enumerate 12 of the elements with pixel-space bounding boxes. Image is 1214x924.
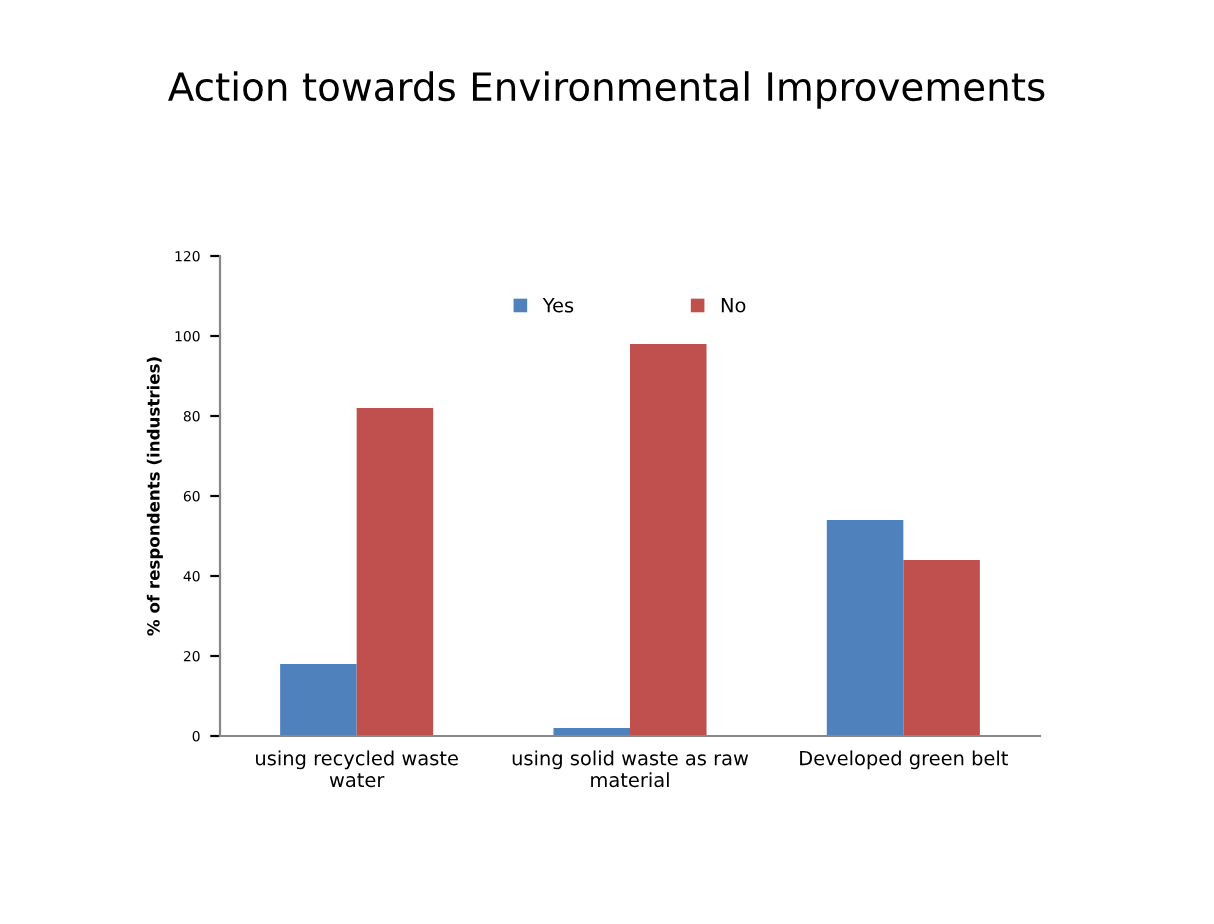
chart-title: Action towards Environmental Improvements: [168, 71, 1045, 109]
x-tick-label: Developed green belt: [800, 750, 1008, 770]
x-tick-label: using recycled waste water: [256, 750, 458, 788]
y-axis-title: % of respondents (industries): [146, 357, 163, 636]
legend-label: No: [721, 298, 746, 313]
x-tick-label: using solid waste as raw material: [512, 750, 749, 788]
bar: [903, 560, 980, 736]
bar: [630, 344, 707, 736]
legend-label: Yes: [542, 298, 574, 313]
bar: [356, 408, 434, 736]
bar: [826, 520, 904, 736]
bar: [280, 664, 357, 736]
